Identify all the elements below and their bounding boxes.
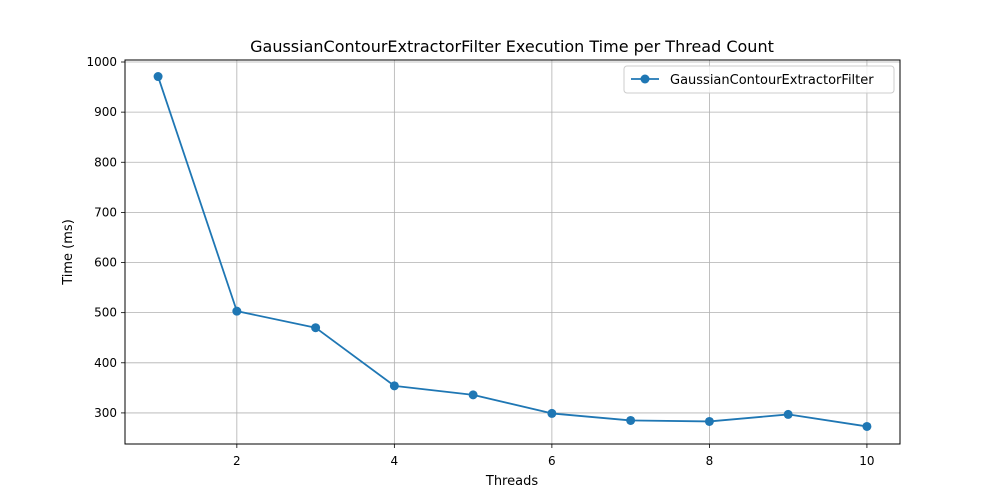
series-line: [157, 76, 868, 428]
x-tick-label: 6: [548, 454, 556, 468]
data-point: [547, 408, 557, 418]
plot-frame: [124, 59, 901, 445]
data-point: [153, 72, 163, 82]
grid-lines: [125, 60, 900, 444]
x-tick-label: 10: [859, 454, 874, 468]
y-tick-label: 900: [94, 105, 117, 119]
x-axis-label: Threads: [485, 474, 538, 489]
data-point: [311, 323, 321, 333]
data-point: [783, 409, 793, 419]
y-tick-label: 1000: [86, 55, 117, 69]
legend-box: [623, 65, 895, 94]
legend: GaussianContourExtractorFilter: [623, 65, 895, 94]
legend-marker-swatch: [640, 74, 650, 84]
y-tick-label: 400: [94, 356, 117, 370]
series-layer: [153, 72, 872, 431]
chart-title: GaussianContourExtractorFilter Execution…: [250, 37, 774, 56]
data-point: [626, 415, 636, 425]
x-tick-label: 8: [706, 454, 714, 468]
data-point: [704, 416, 714, 426]
y-tick-label: 700: [94, 205, 117, 219]
y-tick-label: 800: [94, 155, 117, 169]
data-point: [862, 421, 872, 431]
x-tick-label: 2: [233, 454, 241, 468]
legend-entry-label: GaussianContourExtractorFilter: [670, 73, 874, 88]
y-axis-label: Time (ms): [61, 219, 76, 286]
x-tick-label: 4: [391, 454, 399, 468]
y-tick-label: 300: [94, 406, 117, 420]
data-point: [468, 390, 478, 400]
data-point: [232, 306, 242, 316]
data-point: [389, 381, 399, 391]
y-tick-label: 600: [94, 256, 117, 270]
y-tick-label: 500: [94, 306, 117, 320]
axis-ticks: 2 4 6 8 10 300 400 500 600 700 800 900 1000: [86, 55, 874, 468]
